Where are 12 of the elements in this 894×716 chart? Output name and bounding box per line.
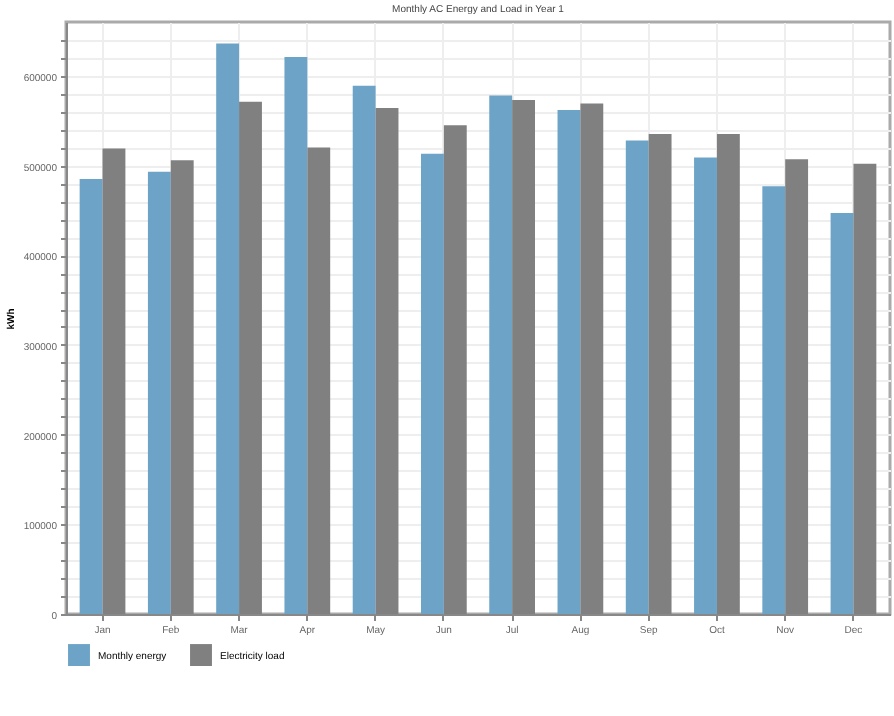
bar <box>625 140 649 614</box>
bar <box>830 213 854 614</box>
bar <box>147 171 171 614</box>
bar <box>216 43 240 614</box>
bar <box>79 178 103 614</box>
bar <box>557 109 581 614</box>
bar <box>421 153 444 614</box>
bar <box>284 56 308 614</box>
bar <box>352 85 376 614</box>
bar <box>762 186 786 614</box>
bar <box>489 95 513 614</box>
bar <box>694 157 717 614</box>
